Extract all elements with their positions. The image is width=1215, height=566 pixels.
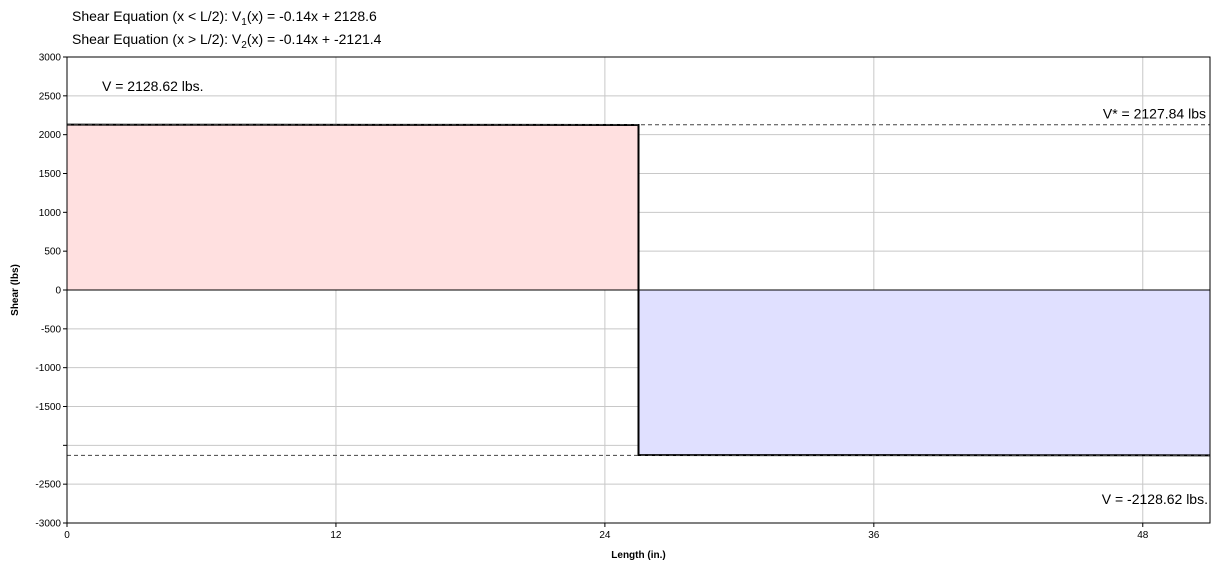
x-tick-label: 12 xyxy=(330,530,342,541)
x-axis-label: Length (in.) xyxy=(611,550,665,561)
eq1-rest: (x) = -0.14x + 2128.6 xyxy=(246,8,377,24)
y-tick-label: 0 xyxy=(55,286,61,297)
annotation-v-star: V* = 2127.84 lbs xyxy=(1103,106,1206,122)
annotation-max-shear: V = 2128.62 lbs. xyxy=(102,78,204,94)
plot-frame xyxy=(66,56,1211,524)
shear-equation-1: Shear Equation (x < L/2): V1(x) = -0.14x… xyxy=(72,8,377,28)
tick-labels: 0 12 24 36 48 3000 2500 2000 1500 1000 500 0 -500 -10… xyxy=(35,53,1148,542)
y-tick-label: -500 xyxy=(41,324,61,335)
eq2-rest: (x) = -0.14x + -2121.4 xyxy=(246,31,382,47)
shear-areas xyxy=(66,123,1211,457)
y-tick-label: 1000 xyxy=(39,208,62,219)
axes xyxy=(63,56,1211,527)
y-tick-label: 2500 xyxy=(39,91,62,102)
x-tick-label: 0 xyxy=(64,530,70,541)
negative-shear-area xyxy=(638,290,1210,456)
x-tick-label: 48 xyxy=(1137,530,1149,541)
y-tick-label: -2500 xyxy=(35,480,61,491)
y-tick-label: 3000 xyxy=(39,53,62,64)
eq2-prefix: Shear Equation (x > L/2): V xyxy=(72,31,242,47)
y-tick-label: -1000 xyxy=(35,363,61,374)
x-tick-label: 24 xyxy=(599,530,611,541)
y-tick-label: 500 xyxy=(44,247,61,258)
annotation-min-shear: V = -2128.62 lbs. xyxy=(1102,491,1208,507)
y-axis-label: Shear (lbs) xyxy=(10,264,21,316)
positive-shear-area xyxy=(67,124,639,290)
eq1-subscript: 1 xyxy=(241,16,247,28)
y-tick-label: -1500 xyxy=(35,402,61,413)
reference-lines xyxy=(67,124,1210,456)
y-tick-label: -3000 xyxy=(35,519,61,530)
eq2-subscript: 2 xyxy=(241,39,247,51)
y-tick-label: 1500 xyxy=(39,169,62,180)
x-tick-label: 36 xyxy=(868,530,880,541)
eq1-prefix: Shear Equation (x < L/2): V xyxy=(72,8,242,24)
shear-equation-2: Shear Equation (x > L/2): V2(x) = -0.14x… xyxy=(72,31,381,51)
y-tick-label: 2000 xyxy=(39,130,62,141)
